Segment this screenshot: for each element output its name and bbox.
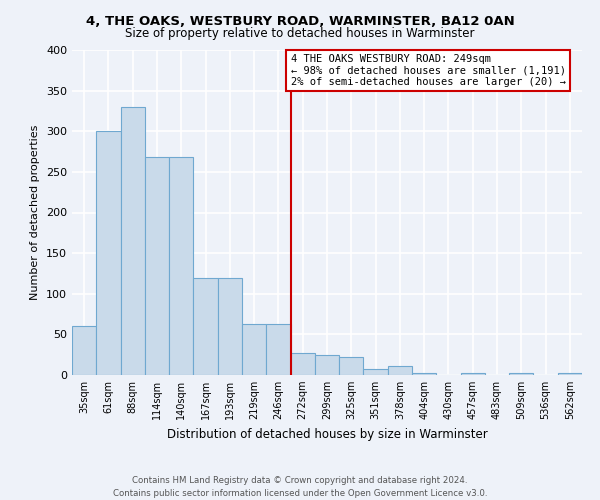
Bar [509,374,533,375]
Bar [461,372,485,375]
Bar [266,324,290,375]
Bar [121,107,145,375]
Bar [558,372,582,375]
Bar [169,157,193,375]
Text: 4, THE OAKS, WESTBURY ROAD, WARMINSTER, BA12 0AN: 4, THE OAKS, WESTBURY ROAD, WARMINSTER, … [86,15,514,28]
Text: Size of property relative to detached houses in Warminster: Size of property relative to detached ho… [125,28,475,40]
Y-axis label: Number of detached properties: Number of detached properties [31,125,40,300]
Bar [412,372,436,375]
Bar [72,326,96,375]
Bar [193,278,218,375]
Bar [388,366,412,375]
Bar [242,324,266,375]
Bar [339,357,364,375]
Bar [315,354,339,375]
Bar [290,353,315,375]
Bar [96,131,121,375]
Text: 4 THE OAKS WESTBURY ROAD: 249sqm
← 98% of detached houses are smaller (1,191)
2%: 4 THE OAKS WESTBURY ROAD: 249sqm ← 98% o… [290,54,566,88]
Text: Contains HM Land Registry data © Crown copyright and database right 2024.
Contai: Contains HM Land Registry data © Crown c… [113,476,487,498]
X-axis label: Distribution of detached houses by size in Warminster: Distribution of detached houses by size … [167,428,487,440]
Bar [218,278,242,375]
Bar [364,370,388,375]
Bar [145,157,169,375]
